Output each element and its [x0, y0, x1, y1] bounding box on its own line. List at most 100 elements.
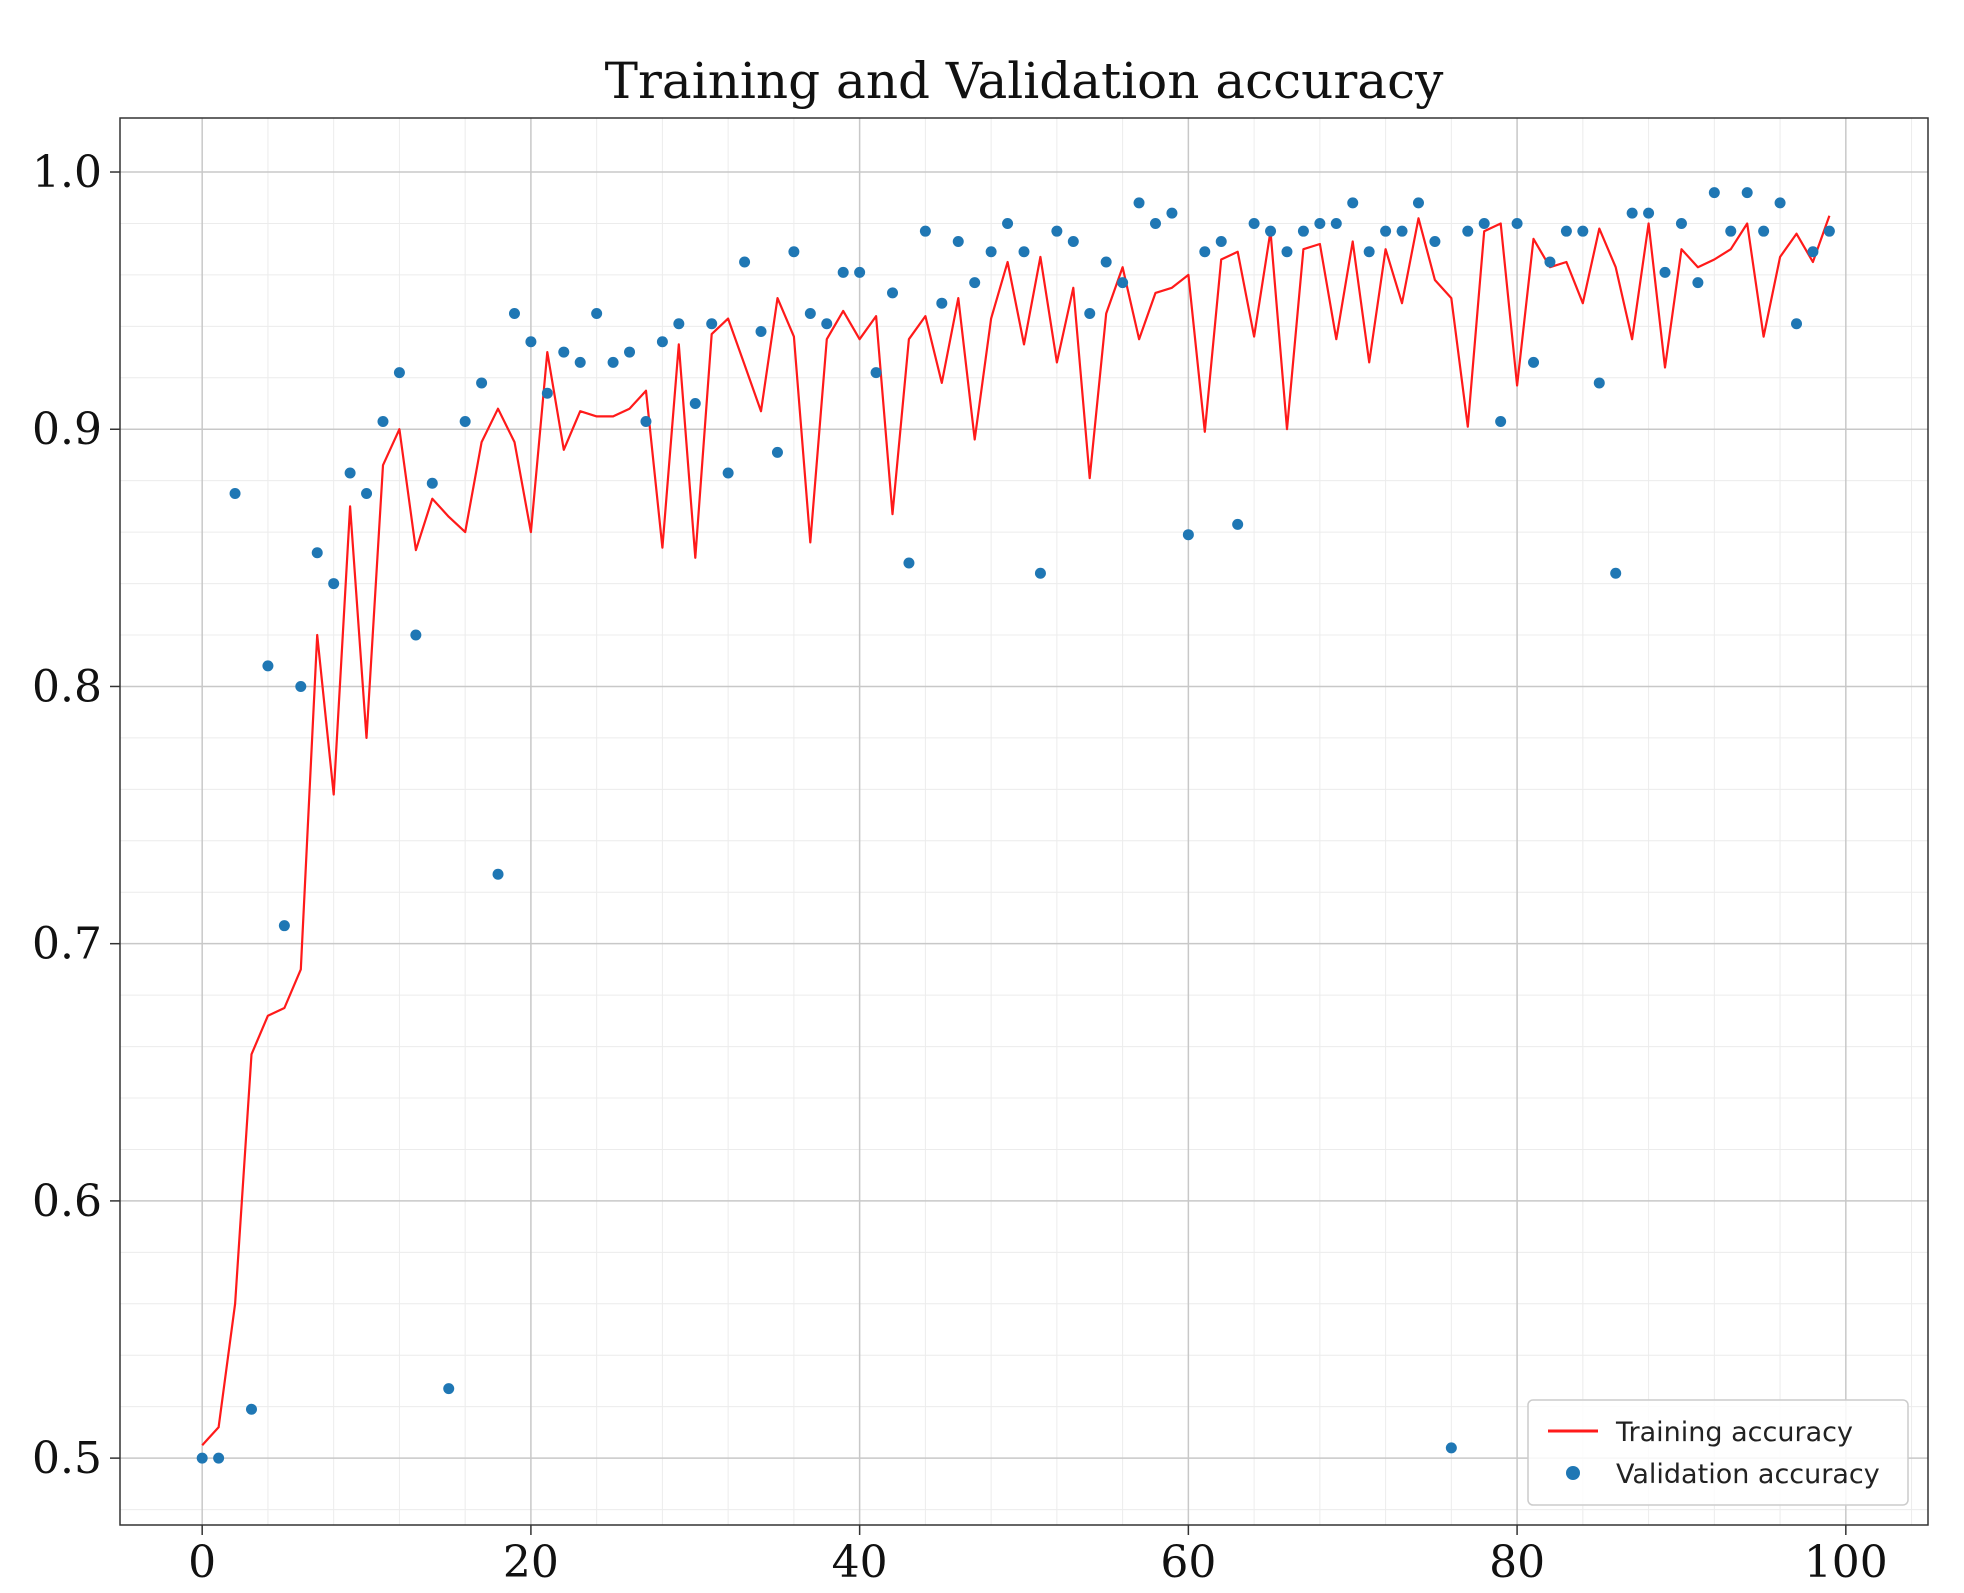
- validation-accuracy-point: [1412, 197, 1424, 209]
- legend-validation-swatch: [1566, 1466, 1580, 1480]
- x-tick-label: 80: [1489, 1537, 1545, 1588]
- validation-accuracy-point: [1034, 567, 1046, 579]
- validation-accuracy-point: [936, 297, 948, 309]
- plot-frame: [119, 117, 1929, 1526]
- validation-accuracy-point: [1462, 225, 1474, 237]
- validation-accuracy-point: [1166, 207, 1178, 219]
- x-tick-label: 0: [188, 1537, 216, 1588]
- validation-accuracy-point: [213, 1452, 225, 1464]
- x-axis: 0 20 40 60 80 100: [188, 1525, 1888, 1588]
- validation-accuracy-point: [1265, 225, 1277, 237]
- validation-accuracy-point: [541, 387, 553, 399]
- legend-training-label: Training accuracy: [1615, 1417, 1853, 1448]
- y-tick-label: 0.9: [32, 404, 102, 455]
- validation-accuracy-point: [278, 920, 290, 932]
- major-grid: [120, 118, 1928, 1525]
- validation-accuracy-point: [969, 277, 981, 289]
- validation-accuracy-point: [1281, 246, 1293, 258]
- validation-accuracy-point: [952, 235, 964, 247]
- validation-accuracy-point: [229, 488, 241, 500]
- validation-accuracy-point: [1084, 307, 1096, 319]
- chart-title: Training and Validation accuracy: [605, 52, 1444, 110]
- validation-accuracy-point: [558, 346, 570, 358]
- validation-accuracy-point: [262, 660, 274, 672]
- validation-accuracy-point: [1347, 197, 1359, 209]
- validation-accuracy-point: [492, 868, 504, 880]
- legend-box: [1527, 1399, 1909, 1506]
- validation-accuracy-point: [1741, 187, 1753, 199]
- validation-accuracy-point: [1314, 217, 1326, 229]
- validation-accuracy-point: [344, 467, 356, 479]
- validation-accuracy-point: [722, 467, 734, 479]
- validation-accuracy-point: [640, 416, 652, 428]
- validation-accuracy-point: [1018, 246, 1030, 258]
- validation-accuracy-point: [1478, 217, 1490, 229]
- validation-accuracy-point: [1577, 225, 1589, 237]
- legend: Training accuracy Validation accuracy: [1527, 1399, 1909, 1506]
- validation-accuracy-point: [771, 446, 783, 458]
- validation-accuracy-point: [887, 287, 899, 299]
- validation-accuracy-point: [1593, 377, 1605, 389]
- validation-accuracy-point: [525, 336, 537, 348]
- validation-accuracy-point: [1051, 225, 1063, 237]
- validation-accuracy-point: [1117, 277, 1129, 289]
- validation-accuracy-point: [295, 680, 307, 692]
- validation-accuracy-point: [426, 477, 438, 489]
- validation-accuracy-point: [377, 416, 389, 428]
- validation-accuracy-point: [1610, 567, 1622, 579]
- validation-accuracy-point: [245, 1403, 257, 1415]
- validation-accuracy-point: [755, 325, 767, 337]
- validation-accuracy-point: [1807, 246, 1819, 258]
- validation-accuracy-point: [739, 256, 751, 268]
- validation-accuracy-point: [1560, 225, 1572, 237]
- y-tick-label: 0.8: [32, 661, 102, 712]
- validation-accuracy-point: [689, 398, 701, 410]
- validation-accuracy-point: [591, 307, 603, 319]
- validation-accuracy-point: [788, 246, 800, 258]
- validation-accuracy-point: [410, 629, 422, 641]
- legend-validation-label: Validation accuracy: [1616, 1459, 1880, 1490]
- x-tick-label: 100: [1804, 1537, 1888, 1588]
- validation-accuracy-point: [1774, 197, 1786, 209]
- validation-accuracy-point: [1626, 207, 1638, 219]
- x-tick-label: 60: [1160, 1537, 1216, 1588]
- validation-accuracy-point: [1692, 277, 1704, 289]
- validation-accuracy-point: [1528, 356, 1540, 368]
- validation-accuracy-point: [1544, 256, 1556, 268]
- validation-accuracy-point: [607, 356, 619, 368]
- x-tick-label: 40: [832, 1537, 888, 1588]
- validation-accuracy-point: [854, 266, 866, 278]
- validation-accuracy-point: [624, 346, 636, 358]
- validation-accuracy-point: [574, 356, 586, 368]
- validation-accuracy-point: [804, 307, 816, 319]
- minor-grid: [120, 118, 1928, 1525]
- y-tick-label: 0.5: [32, 1433, 102, 1484]
- validation-accuracy-point: [1791, 318, 1803, 330]
- validation-accuracy-point: [1708, 187, 1720, 199]
- validation-accuracy-point: [311, 547, 323, 559]
- validation-accuracy-point: [821, 318, 833, 330]
- validation-accuracy-point: [1511, 217, 1523, 229]
- y-tick-label: 0.6: [32, 1176, 102, 1227]
- y-tick-label: 1.0: [32, 147, 102, 198]
- training-accuracy-line: [201, 215, 1831, 1447]
- validation-accuracy-point: [1149, 217, 1161, 229]
- validation-accuracy-point: [1823, 225, 1835, 237]
- validation-accuracy-point: [1067, 235, 1079, 247]
- validation-accuracy-point: [1182, 529, 1194, 541]
- validation-accuracy-point: [1429, 235, 1441, 247]
- validation-accuracy-point: [459, 416, 471, 428]
- validation-accuracy-point: [476, 377, 488, 389]
- validation-accuracy-point: [1758, 225, 1770, 237]
- validation-accuracy-point: [1363, 246, 1375, 258]
- validation-accuracy-point: [1380, 225, 1392, 237]
- validation-accuracy-point: [985, 246, 997, 258]
- validation-accuracy-point: [361, 488, 373, 500]
- validation-accuracy-point: [1659, 266, 1671, 278]
- validation-accuracy-point: [1725, 225, 1737, 237]
- validation-accuracy-point: [443, 1383, 455, 1395]
- validation-accuracy-point: [508, 307, 520, 319]
- validation-accuracy-point: [1445, 1442, 1457, 1454]
- validation-accuracy-point: [1248, 217, 1260, 229]
